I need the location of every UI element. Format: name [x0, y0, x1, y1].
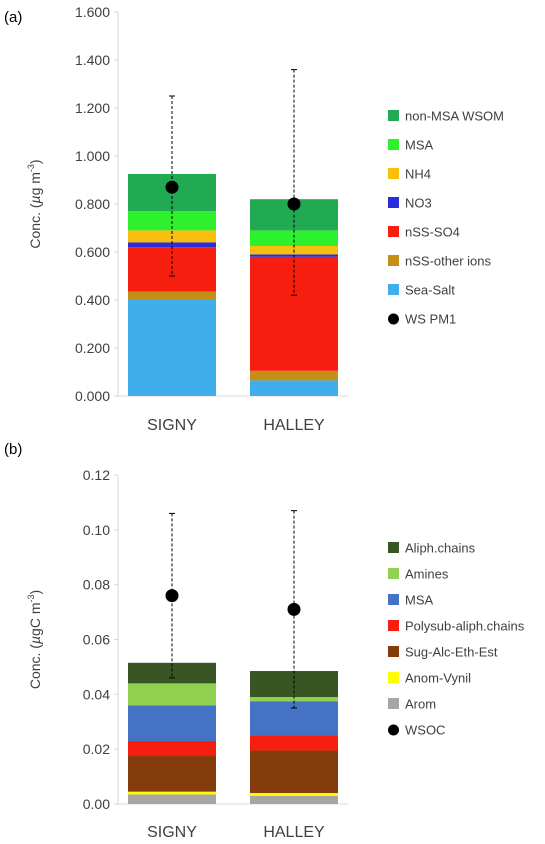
- bar-a-halley-msa: [250, 230, 338, 246]
- legend-swatch-a-sea-salt: [388, 284, 399, 295]
- legend-label-a-no3: NO3: [405, 196, 432, 211]
- bar-a-signy-nss-so4: [128, 247, 216, 292]
- y-tick-label-a-4: 0.800: [75, 196, 110, 212]
- legend-label-b-msa: MSA: [405, 593, 434, 608]
- legend-swatch-a-nh4: [388, 168, 399, 179]
- legend-swatch-b-msa: [388, 594, 399, 605]
- legend-marker-b-points: [388, 724, 399, 736]
- point-b-signy: [165, 589, 179, 603]
- y-axis-label-b: Conc. (µgC m-3): [26, 590, 43, 689]
- y-tick-label-a-2: 0.400: [75, 292, 110, 308]
- legend-swatch-a-msa: [388, 139, 399, 150]
- bar-a-halley-nss-so4: [250, 256, 338, 371]
- legend-swatch-b-polysub-aliph-chains: [388, 620, 399, 631]
- y-tick-label-a-1: 0.200: [75, 340, 110, 356]
- y-tick-label-b-4: 0.08: [83, 577, 110, 593]
- point-a-signy: [165, 180, 179, 194]
- legend-label-b-polysub-aliph-chains: Polysub-aliph.chains: [405, 619, 525, 634]
- legend-swatch-b-sug-alc-eth-est: [388, 646, 399, 657]
- bar-a-halley-sea-salt: [250, 380, 338, 396]
- y-tick-label-a-5: 1.000: [75, 148, 110, 164]
- point-b-halley: [287, 602, 301, 616]
- y-tick-label-b-2: 0.04: [83, 686, 110, 702]
- x-category-label-a-halley: HALLEY: [263, 417, 325, 434]
- y-tick-label-a-7: 1.400: [75, 52, 110, 68]
- legend-label-a-nss-other-ions: nSS-other ions: [405, 254, 491, 269]
- legend-label-a-nh4: NH4: [405, 167, 431, 182]
- bar-b-halley-polysub-aliph-chains: [250, 735, 338, 751]
- bar-b-halley-amines: [250, 697, 338, 702]
- legend-marker-a-points: [388, 313, 399, 325]
- y-tick-label-a-6: 1.200: [75, 100, 110, 116]
- legend-label-b-amines: Amines: [405, 567, 449, 582]
- panel-label-a: (a): [4, 9, 22, 26]
- bar-b-signy-amines: [128, 683, 216, 706]
- legend-label-b-aliph-chains: Aliph.chains: [405, 541, 476, 556]
- legend-label-b-arom: Arom: [405, 697, 436, 712]
- legend-swatch-a-no3: [388, 197, 399, 208]
- y-tick-label-b-0: 0.00: [83, 796, 110, 812]
- bar-a-signy-no3: [128, 242, 216, 248]
- x-category-label-b-signy: SIGNY: [147, 824, 197, 841]
- bar-b-halley-anom-vynil: [250, 793, 338, 796]
- y-tick-label-b-1: 0.02: [83, 741, 110, 757]
- legend-swatch-a-nss-other-ions: [388, 255, 399, 266]
- bar-b-signy-sug-alc-eth-est: [128, 756, 216, 792]
- y-tick-label-b-6: 0.12: [83, 467, 110, 483]
- legend-label-b-anom-vynil: Anom-Vynil: [405, 671, 471, 686]
- legend-label-a-msa: MSA: [405, 138, 434, 153]
- y-tick-label-a-0: 0.000: [75, 388, 110, 404]
- x-category-label-a-signy: SIGNY: [147, 417, 197, 434]
- legend-label-a-non-msa-wsom: non-MSA WSOM: [405, 109, 504, 124]
- bar-a-signy-msa: [128, 211, 216, 231]
- x-category-label-b-halley: HALLEY: [263, 824, 325, 841]
- point-a-halley: [287, 197, 301, 211]
- legend-label-a-nss-so4: nSS-SO4: [405, 225, 460, 240]
- panel-label-b: (b): [4, 441, 22, 458]
- y-axis-label-a: Conc. (µg m-3): [26, 159, 43, 248]
- y-tick-label-b-5: 0.10: [83, 522, 110, 538]
- legend-swatch-b-amines: [388, 568, 399, 579]
- legend-swatch-b-arom: [388, 698, 399, 709]
- y-tick-label-a-8: 1.600: [75, 4, 110, 20]
- bar-b-signy-polysub-aliph-chains: [128, 740, 216, 757]
- bar-b-halley-arom: [250, 795, 338, 804]
- legend-label-b-points: WSOC: [405, 723, 445, 738]
- legend-swatch-a-non-msa-wsom: [388, 110, 399, 121]
- bar-b-halley-sug-alc-eth-est: [250, 750, 338, 794]
- bar-b-signy-msa: [128, 705, 216, 741]
- bar-b-signy-arom: [128, 794, 216, 804]
- y-tick-label-a-3: 0.600: [75, 244, 110, 260]
- bar-a-halley-nss-other-ions: [250, 370, 338, 381]
- legend-label-b-sug-alc-eth-est: Sug-Alc-Eth-Est: [405, 645, 498, 660]
- legend-swatch-a-nss-so4: [388, 226, 399, 237]
- legend-swatch-b-anom-vynil: [388, 672, 399, 683]
- legend-swatch-b-aliph-chains: [388, 542, 399, 553]
- bar-b-signy-anom-vynil: [128, 791, 216, 795]
- legend-label-a-sea-salt: Sea-Salt: [405, 283, 455, 298]
- bar-a-signy-sea-salt: [128, 300, 216, 396]
- bar-a-signy-nss-other-ions: [128, 291, 216, 300]
- y-tick-label-b-3: 0.06: [83, 632, 110, 648]
- bar-b-signy-aliph-chains: [128, 662, 216, 684]
- legend-label-a-points: WS PM1: [405, 312, 456, 327]
